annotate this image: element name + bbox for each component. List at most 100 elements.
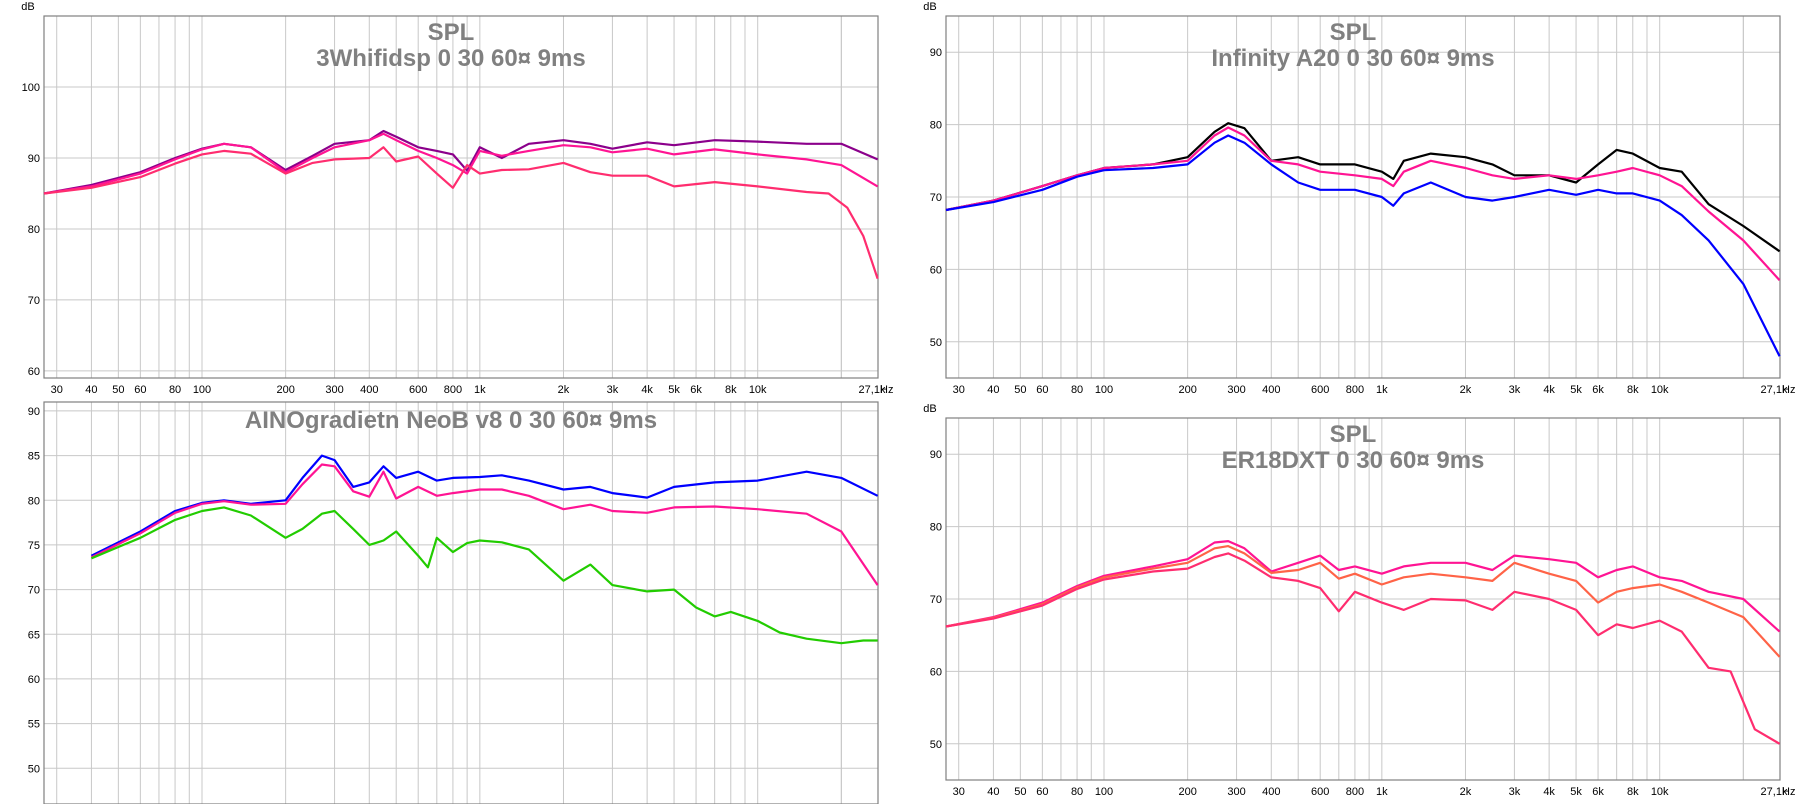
series-line-3	[90, 506, 878, 645]
x-unit-label: Hz	[880, 384, 893, 396]
x-tick-label: 100	[1095, 384, 1113, 396]
x-tick-label: 30	[51, 384, 63, 396]
chart-panel-3: 50 55 60 65 70 75 80 85 90 AINOgradietn NeoB v8 0…	[28, 401, 879, 804]
y-tick-label: 80	[930, 522, 942, 534]
plot-frame	[945, 15, 1781, 379]
x-tick-label: 1k	[1376, 384, 1388, 396]
x-tick-label: 5k	[1570, 786, 1582, 798]
x-tick-label: 30	[953, 384, 965, 396]
y-tick-label: 50	[930, 337, 942, 349]
x-tick-label: 8k	[1627, 786, 1639, 798]
x-tick-label: 60	[1036, 786, 1048, 798]
x-tick-label: 3k	[607, 384, 619, 396]
x-tick-label: 4k	[1543, 786, 1555, 798]
x-tick-label: 400	[1262, 786, 1280, 798]
x-tick-label: 600	[1311, 384, 1329, 396]
y-tick-label: 60	[930, 264, 942, 276]
x-tick-label: 8k	[725, 384, 737, 396]
x-tick-label: 400	[1262, 384, 1280, 396]
x-tick-label: 300	[1227, 786, 1245, 798]
x-tick-label: 400	[360, 384, 378, 396]
x-tick-label: 5k	[1570, 384, 1582, 396]
x-tick-label: 60	[134, 384, 146, 396]
x-tick-label: 800	[444, 384, 462, 396]
chart-subtitle: Infinity A20 0 30 60¤ 9ms	[1211, 45, 1494, 72]
series-line-2	[945, 545, 1781, 658]
chart-title: SPL	[428, 19, 475, 46]
x-tick-label: 600	[409, 384, 427, 396]
y-unit-label: dB	[923, 403, 936, 415]
y-tick-label: 50	[930, 739, 942, 751]
chart-panel-1: 60 70 80 90 100 30 40 50 60 80 100 200 300 400 600 800 1…	[21, 1, 893, 396]
plot-area	[44, 16, 878, 378]
y-tick-label: 70	[930, 192, 942, 204]
x-tick-label: 4k	[641, 384, 653, 396]
y-tick-label: 50	[28, 763, 40, 775]
x-tick-label: 200	[276, 384, 294, 396]
x-end-tick-label: 27,1k	[1761, 786, 1788, 798]
plot-frame	[43, 401, 879, 804]
x-tick-label: 6k	[1592, 384, 1604, 396]
x-tick-label: 80	[1071, 786, 1083, 798]
x-tick-label: 800	[1346, 786, 1364, 798]
x-tick-label: 10k	[1651, 786, 1669, 798]
x-tick-label: 50	[112, 384, 124, 396]
chart-panel-4: 50 60 70 80 90 30 40 50 60 80 100 200 300 400 600 800 1k…	[923, 403, 1795, 798]
x-unit-label: Hz	[1782, 786, 1795, 798]
x-tick-label: 3k	[1509, 786, 1521, 798]
x-tick-label: 10k	[749, 384, 767, 396]
y-tick-label: 90	[930, 449, 942, 461]
x-tick-label: 80	[1071, 384, 1083, 396]
y-unit-label: dB	[21, 1, 34, 13]
y-tick-label: 80	[28, 224, 40, 236]
plot-frame	[43, 15, 879, 379]
y-tick-label: 60	[28, 366, 40, 378]
x-tick-label: 5k	[668, 384, 680, 396]
x-end-tick-label: 27,1k	[1761, 384, 1788, 396]
x-tick-label: 3k	[1509, 384, 1521, 396]
x-tick-label: 10k	[1651, 384, 1669, 396]
chart-subtitle: ER18DXT 0 30 60¤ 9ms	[1222, 447, 1485, 474]
x-end-tick-label: 27,1k	[859, 384, 886, 396]
x-tick-label: 1k	[1376, 786, 1388, 798]
x-tick-label: 30	[953, 786, 965, 798]
chart-title: SPL	[1330, 421, 1377, 448]
y-tick-label: 100	[22, 82, 40, 94]
x-tick-label: 4k	[1543, 384, 1555, 396]
x-tick-label: 6k	[1592, 786, 1604, 798]
y-tick-label: 90	[28, 153, 40, 165]
x-tick-label: 200	[1178, 786, 1196, 798]
series-line-3	[43, 146, 879, 279]
x-tick-label: 300	[325, 384, 343, 396]
x-tick-label: 2k	[1460, 384, 1472, 396]
x-tick-label: 60	[1036, 384, 1048, 396]
x-tick-label: 50	[1014, 384, 1026, 396]
y-tick-label: 65	[28, 629, 40, 641]
x-tick-label: 100	[193, 384, 211, 396]
x-tick-label: 40	[987, 384, 999, 396]
x-tick-label: 8k	[1627, 384, 1639, 396]
x-tick-label: 1k	[474, 384, 486, 396]
series-line-2	[945, 126, 1781, 282]
y-tick-label: 55	[28, 719, 40, 731]
series-line-2	[90, 463, 879, 586]
series-line-3	[945, 134, 1781, 357]
y-tick-label: 75	[28, 540, 40, 552]
plot-area	[44, 402, 878, 804]
x-tick-label: 800	[1346, 384, 1364, 396]
x-tick-label: 2k	[1460, 786, 1472, 798]
x-tick-label: 40	[85, 384, 97, 396]
x-unit-label: Hz	[1782, 384, 1795, 396]
x-tick-label: 200	[1178, 384, 1196, 396]
x-tick-label: 600	[1311, 786, 1329, 798]
chart-subtitle: 3Whifidsp 0 30 60¤ 9ms	[316, 45, 585, 72]
x-tick-label: 6k	[690, 384, 702, 396]
plot-frame	[945, 417, 1781, 781]
y-tick-label: 70	[28, 295, 40, 307]
y-tick-label: 70	[28, 585, 40, 597]
x-tick-label: 40	[987, 786, 999, 798]
y-tick-label: 90	[28, 406, 40, 418]
series-line-2	[43, 132, 879, 195]
y-tick-label: 90	[930, 47, 942, 59]
